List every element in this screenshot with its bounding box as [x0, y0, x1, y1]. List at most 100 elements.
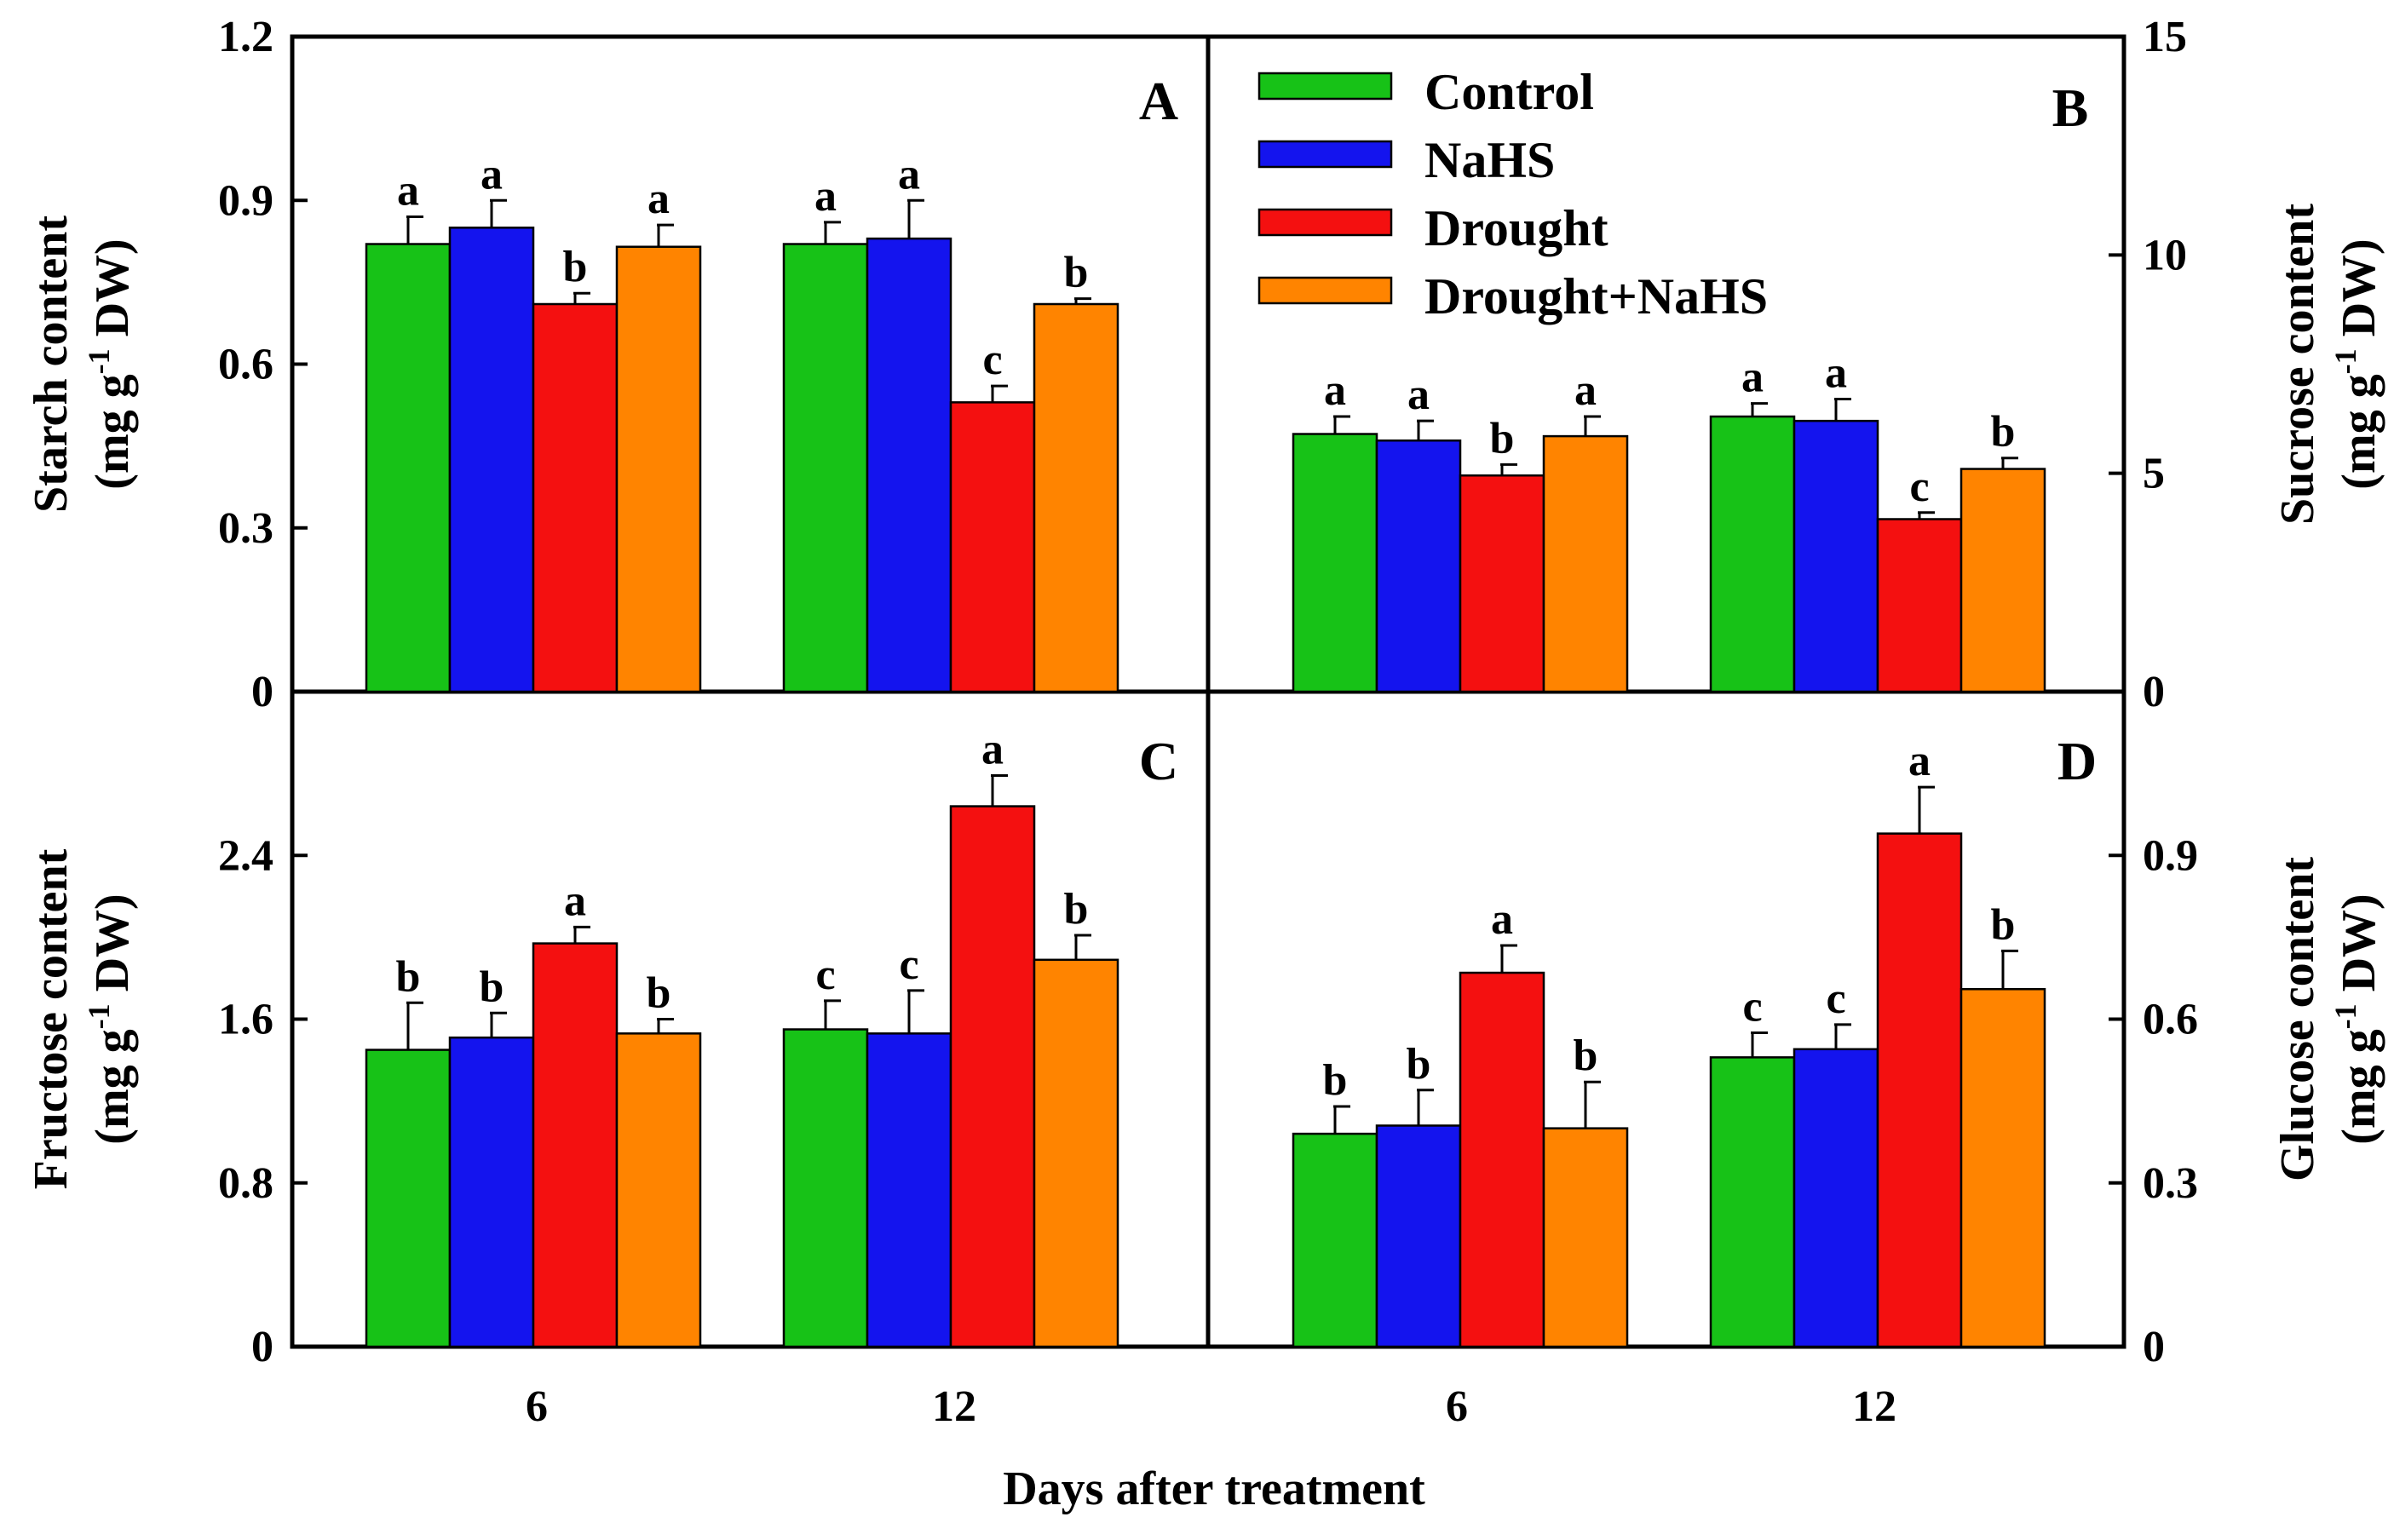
x-tick-label-6-left: 6	[526, 1382, 548, 1431]
bar-D-Drought+NaHS-12	[1960, 988, 2046, 1348]
y-tick-label: 0.6	[218, 341, 273, 389]
bar-A-Drought+NaHS-12	[1033, 302, 1119, 693]
bar-A-Control-12	[782, 243, 869, 693]
significance-letter: b	[1323, 1056, 1348, 1105]
bar-A-NaHS-6	[448, 227, 535, 693]
legend-swatch-Control	[1257, 72, 1393, 101]
legend-swatch-Drought+NaHS	[1257, 276, 1393, 305]
panel-label-B: B	[2052, 78, 2089, 138]
bar-B-NaHS-6	[1375, 439, 1462, 693]
significance-letter: a	[814, 172, 837, 221]
legend-swatch-NaHS	[1257, 140, 1393, 169]
legend-label-NaHS: NaHS	[1424, 132, 1555, 188]
bar-A-Drought-12	[949, 401, 1036, 693]
significance-letter: b	[1574, 1031, 1598, 1080]
x-tick-label-12-left: 12	[932, 1382, 976, 1431]
bar-C-Drought-12	[949, 805, 1036, 1348]
y-tick-label: 0.9	[218, 176, 273, 225]
significance-letter: b	[1407, 1040, 1431, 1089]
panel-D: 0 0.3 0.6 0.9 b c b c a a b b D Glucose content (mg g-…	[1292, 731, 2385, 1371]
y-tick-label: 10	[2143, 231, 2187, 279]
y-tick-label: 0	[251, 668, 273, 716]
significance-letter: c	[899, 940, 918, 989]
bar-A-Drought-6	[532, 302, 619, 693]
significance-letter: c	[1742, 983, 1762, 1031]
panel-B: 0 5 10 15 a a a a b c a b B Sucrose content (mg g-1 DW…	[1292, 13, 2385, 716]
bar-C-NaHS-12	[866, 1032, 952, 1348]
y-axis-unit-D: (mg g-1 DW)	[2328, 894, 2385, 1144]
legend: Control NaHS Drought Drought+NaHS	[1257, 64, 1768, 325]
significance-letter: a	[564, 876, 586, 925]
panel-label-A: A	[1139, 71, 1178, 131]
y-tick-label: 0.8	[218, 1159, 273, 1208]
legend-label-Control: Control	[1424, 64, 1594, 120]
bar-D-NaHS-12	[1793, 1048, 1879, 1348]
bar-D-Drought-6	[1459, 971, 1545, 1348]
significance-letter: a	[1491, 895, 1513, 944]
panel-label-D: D	[2057, 731, 2097, 791]
bar-A-Drought+NaHS-6	[615, 245, 702, 693]
significance-letter: b	[396, 952, 421, 1001]
significance-letter: a	[1908, 737, 1931, 785]
y-tick-label: 0	[2143, 668, 2165, 716]
y-axis-unit-B: (mg g-1 DW)	[2328, 238, 2385, 489]
y-axis-unit-C: (mg g-1 DW)	[82, 894, 139, 1144]
significance-letter: a	[1324, 366, 1346, 415]
y-axis-title-D: Glucose content	[2271, 857, 2324, 1181]
y-axis-title-A: Starch content	[25, 215, 78, 513]
significance-letter: c	[815, 951, 835, 999]
bar-B-Drought-6	[1459, 474, 1545, 693]
bar-C-Drought+NaHS-6	[615, 1032, 702, 1348]
bar-C-Drought+NaHS-12	[1033, 958, 1119, 1348]
significance-letter: a	[1825, 349, 1847, 398]
significance-letter: a	[1741, 353, 1764, 402]
significance-letter: c	[1909, 463, 1929, 511]
significance-letter: b	[647, 969, 671, 1018]
y-axis-title-B: Sucrose content	[2271, 204, 2324, 525]
legend-swatch-Drought	[1257, 208, 1393, 237]
significance-letter: a	[647, 175, 670, 223]
y-tick-label: 0	[2143, 1323, 2165, 1371]
bar-B-Drought+NaHS-12	[1960, 468, 2046, 693]
significance-letter: c	[982, 336, 1002, 384]
bar-A-Control-6	[365, 243, 452, 693]
y-tick-label: 5	[2143, 450, 2165, 498]
bar-D-Control-12	[1709, 1056, 1796, 1348]
significance-letter: a	[481, 150, 503, 198]
y-axis-title-C: Fructose content	[25, 848, 78, 1189]
bar-D-Drought-12	[1876, 832, 1963, 1348]
y-tick-label: 0	[251, 1323, 273, 1371]
bar-A-NaHS-12	[866, 237, 952, 693]
significance-letter: a	[397, 166, 419, 215]
bar-C-Control-6	[365, 1049, 452, 1348]
significance-letter: c	[1826, 974, 1845, 1023]
significance-letter: b	[1064, 885, 1089, 934]
bar-B-Drought-12	[1876, 518, 1963, 693]
significance-letter: a	[1407, 371, 1430, 419]
y-tick-label: 0.3	[2143, 1159, 2198, 1208]
panel-C: 0 0.8 1.6 2.4 b c b c a a b b C Fructose content (mg g…	[25, 726, 1178, 1371]
bar-D-NaHS-6	[1375, 1124, 1462, 1348]
bar-D-Drought+NaHS-6	[1542, 1127, 1629, 1348]
y-tick-label: 1.6	[218, 996, 273, 1044]
bar-B-Control-6	[1292, 433, 1378, 693]
bar-C-NaHS-6	[448, 1036, 535, 1348]
significance-letter: a	[1574, 366, 1597, 415]
y-tick-label: 0.9	[2143, 831, 2198, 880]
significance-letter: b	[480, 962, 504, 1011]
x-tick-label-6-right: 6	[1446, 1382, 1468, 1431]
bar-C-Control-12	[782, 1028, 869, 1348]
bar-B-Control-12	[1709, 415, 1796, 693]
x-axis-title: Days after treatment	[1003, 1462, 1425, 1515]
y-tick-label: 15	[2143, 13, 2187, 61]
significance-letter: b	[1991, 900, 2016, 949]
y-axis-unit-A: (mg g-1 DW)	[82, 238, 139, 489]
significance-letter: b	[1490, 414, 1515, 463]
bar-B-Drought+NaHS-6	[1542, 434, 1629, 693]
significance-letter: a	[981, 726, 1004, 774]
significance-letter: a	[898, 150, 920, 198]
bar-C-Drought-6	[532, 942, 619, 1348]
significance-letter: b	[563, 243, 588, 291]
significance-letter: b	[1991, 408, 2016, 457]
bar-D-Control-6	[1292, 1132, 1378, 1348]
